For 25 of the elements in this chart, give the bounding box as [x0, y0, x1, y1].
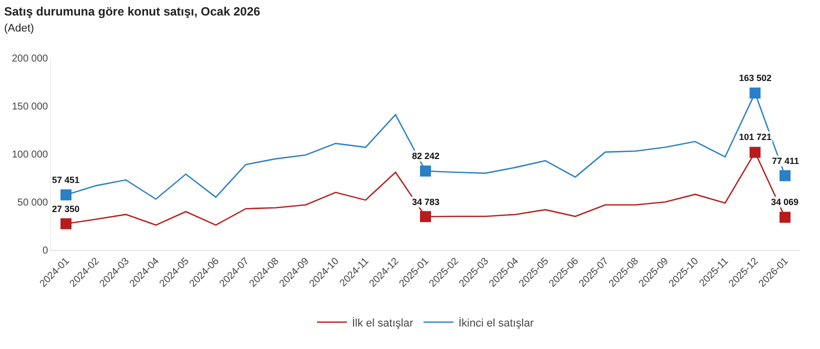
- point: [750, 146, 761, 158]
- point: [60, 189, 72, 200]
- y-tick-label: 150 000: [12, 102, 48, 112]
- point: [60, 218, 72, 230]
- data-label: 27 350: [52, 204, 80, 214]
- y-tick-label: 200 000: [12, 54, 48, 64]
- data-label: 57 451: [52, 175, 80, 185]
- y-tick-label: 50 000: [17, 198, 48, 208]
- y-tick-label: 100 000: [12, 150, 48, 160]
- point: [780, 170, 791, 182]
- data-label: 101 721: [739, 132, 772, 142]
- point: [750, 88, 761, 99]
- data-label: 163 502: [739, 73, 772, 83]
- data-label: 77 411: [772, 156, 800, 166]
- chart-title: Satış durumuna göre konut satışı, Ocak 2026: [4, 4, 261, 19]
- point: [420, 166, 431, 177]
- data-label: 34 069: [771, 197, 799, 207]
- point: [420, 211, 431, 222]
- y-tick-label: 0: [42, 246, 48, 256]
- legend-label: İkinci el satışlar: [458, 316, 534, 330]
- data-label: 82 242: [412, 151, 440, 161]
- chart-subtitle: (Adet): [4, 22, 34, 34]
- legend-label: İlk el satışlar: [352, 316, 414, 330]
- point: [780, 212, 791, 223]
- data-label: 34 783: [412, 197, 440, 207]
